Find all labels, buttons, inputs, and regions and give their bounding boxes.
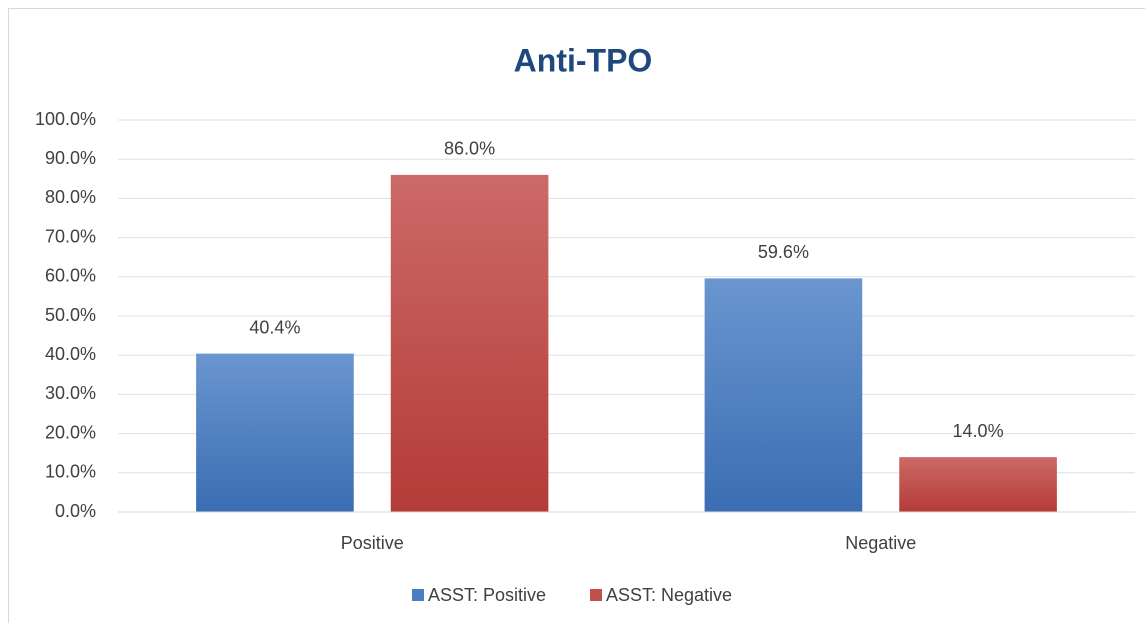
- y-tick-label: 10.0%: [45, 462, 96, 482]
- y-tick-label: 0.0%: [55, 501, 96, 521]
- legend-swatch: [412, 589, 424, 601]
- y-tick-label: 20.0%: [45, 422, 96, 442]
- legend-label: ASST: Positive: [428, 585, 546, 605]
- y-tick-label: 70.0%: [45, 226, 96, 246]
- y-tick-label: 50.0%: [45, 305, 96, 325]
- y-tick-label: 40.0%: [45, 344, 96, 364]
- legend-label: ASST: Negative: [606, 585, 732, 605]
- x-tick-label: Negative: [845, 533, 916, 553]
- y-tick-label: 90.0%: [45, 148, 96, 168]
- data-label: 86.0%: [444, 139, 495, 159]
- data-label: 59.6%: [758, 242, 809, 262]
- bar: [899, 457, 1057, 512]
- chart-title: Anti-TPO: [514, 42, 653, 78]
- x-tick-label: Positive: [341, 533, 404, 553]
- data-label: 14.0%: [953, 421, 1004, 441]
- y-tick-label: 30.0%: [45, 383, 96, 403]
- y-tick-label: 60.0%: [45, 266, 96, 286]
- bar: [390, 174, 549, 512]
- y-tick-label: 100.0%: [35, 109, 96, 129]
- legend-swatch: [590, 589, 602, 601]
- data-label: 40.4%: [249, 317, 300, 337]
- bar: [196, 353, 354, 512]
- y-tick-label: 80.0%: [45, 187, 96, 207]
- bar: [704, 278, 863, 512]
